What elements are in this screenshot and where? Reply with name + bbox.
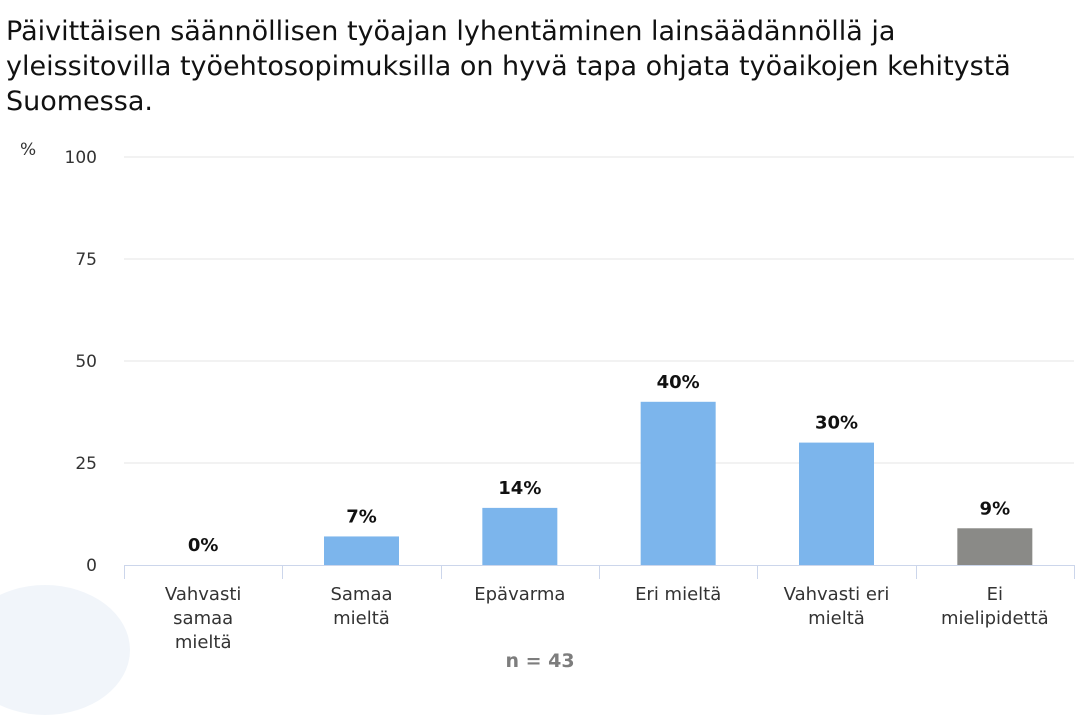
x-axis: [124, 565, 1075, 579]
data-label: 40%: [657, 372, 700, 393]
y-tick-label: 75: [75, 250, 97, 270]
x-category-label: Eri mieltä: [635, 584, 721, 605]
bar: [957, 528, 1033, 565]
data-label: 9%: [980, 498, 1011, 519]
y-tick-label: 100: [65, 148, 97, 168]
y-tick-label: 0: [86, 556, 97, 576]
bar: [640, 401, 716, 565]
bar-chart: 0 25 50 75 100 0% 7% 14% 40% 30% 9% Vahvasti samaa…: [65, 148, 1075, 653]
x-category-label: mielipidettä: [941, 608, 1049, 629]
y-axis-ticks: 0 25 50 75 100: [65, 148, 97, 576]
y-tick-label: 50: [75, 352, 97, 372]
x-category-label: Ei: [987, 584, 1003, 605]
y-unit-label: %: [20, 140, 37, 160]
x-category-label: Epävarma: [474, 584, 565, 605]
data-label: 30%: [815, 413, 858, 434]
category-labels: Vahvasti samaa mieltä Samaa mieltä Epävarma Er…: [165, 584, 1049, 653]
bars: [324, 401, 1033, 565]
data-label: 14%: [498, 478, 541, 499]
x-category-label: mieltä: [808, 608, 865, 629]
x-category-label: Vahvasti eri: [784, 584, 890, 605]
bar: [482, 507, 558, 565]
chart-title: Päivittäisen säännöllisen työajan lyhent…: [6, 16, 1011, 117]
data-label: 0%: [188, 535, 219, 556]
sample-size-label: n = 43: [505, 650, 575, 672]
bar: [799, 442, 874, 565]
x-category-label: Vahvasti: [165, 584, 241, 605]
gridlines: [124, 156, 1074, 464]
bar: [324, 536, 399, 565]
x-category-label: Samaa: [330, 584, 392, 605]
x-category-label: samaa: [173, 608, 233, 629]
x-category-label: mieltä: [333, 608, 390, 629]
x-category-label: mieltä: [175, 632, 232, 653]
y-tick-label: 25: [75, 454, 97, 474]
value-labels: 0% 7% 14% 40% 30% 9%: [188, 372, 1010, 556]
data-label: 7%: [346, 506, 377, 527]
